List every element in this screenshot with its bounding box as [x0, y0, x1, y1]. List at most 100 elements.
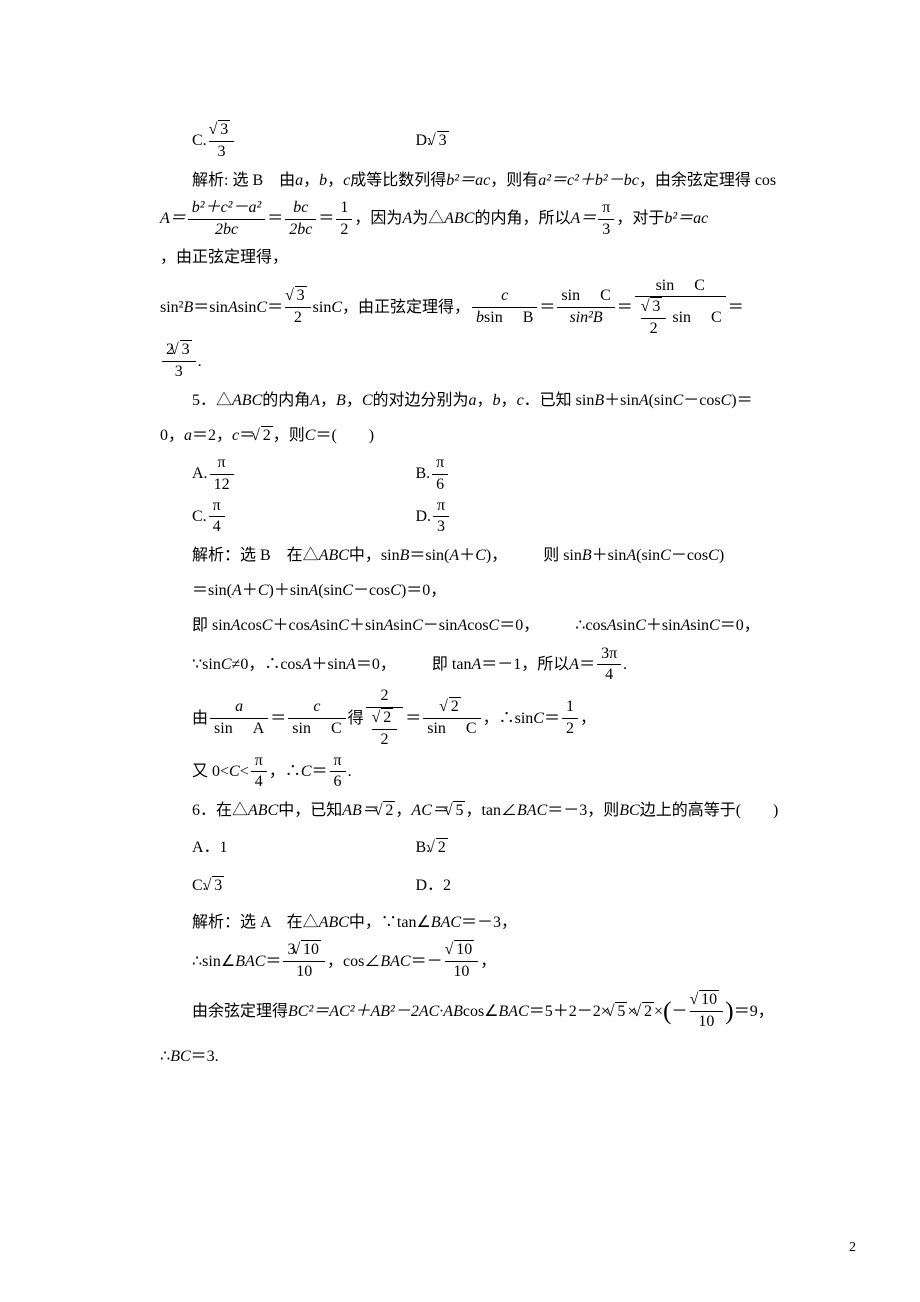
text: 解析: 选 B 由 [192, 163, 295, 198]
var-C: C [221, 647, 232, 682]
text: ＝5＋2－2× [529, 994, 610, 1029]
var-A: A [402, 201, 412, 236]
opt-label: D. [415, 501, 431, 533]
denominator: 2bc [188, 220, 266, 241]
text: ＋sin [349, 608, 384, 643]
var-C: C [331, 290, 342, 325]
var-B: B [400, 538, 410, 573]
eq: A＝ [160, 201, 186, 236]
text: sin² [160, 290, 183, 325]
fraction: 23 3 [162, 340, 196, 383]
text: sin [238, 290, 257, 325]
var-a: a [295, 163, 303, 198]
var-ABC: ABC [444, 201, 474, 236]
opt-label: A．1 [192, 832, 228, 864]
var-BAC: BAC [380, 944, 410, 979]
radicand: 3 [180, 340, 192, 359]
var-C: C [262, 608, 273, 643]
text: ＝ [539, 290, 555, 325]
var-BAC: BAC [431, 905, 461, 940]
text: ＝－3，则 [547, 793, 619, 828]
eq: b²＝ac [664, 201, 708, 236]
radicand: 3 [218, 120, 230, 139]
q6-sol-l1: 解析：选 A 在△ ABC 中，∵tan∠ BAC ＝－3， [160, 905, 517, 940]
numerator: bc [285, 198, 316, 220]
sqrt: 5 [610, 994, 628, 1029]
text: ， [346, 383, 362, 418]
text: cos∠ [463, 994, 499, 1029]
var-c: c [517, 383, 524, 418]
numerator: π [210, 453, 234, 475]
text: ＝0， [720, 608, 760, 643]
eq: a²＝c²＋b²－bc [538, 163, 639, 198]
var-BC: BC [170, 1039, 190, 1074]
text: ， [327, 163, 343, 198]
text: ，由正弦定理得， [160, 240, 288, 275]
text: ，cos∠ [327, 944, 380, 979]
fraction: 1 2 [336, 198, 352, 241]
fraction: a sin A [210, 697, 268, 740]
var-C: C [229, 754, 240, 789]
var-C: C [390, 573, 401, 608]
fraction: sin C 3 2 sin C [635, 276, 726, 340]
text: < [240, 754, 249, 789]
q6-option-a: A．1 [192, 832, 415, 864]
var-BAC: BAC [499, 994, 529, 1029]
var-C: C [721, 383, 732, 418]
text: ＝ [544, 701, 560, 736]
text: ＝ [267, 201, 283, 236]
q5-stem-line1: 5．△ ABC 的内角 A ， B ， C 的对边分别为 a ， b ， c ．… [160, 383, 753, 418]
text: 边上的高等于( ) [640, 793, 779, 828]
text: sin [320, 608, 339, 643]
text: 为△ [412, 201, 444, 236]
text: ＝sin( [409, 538, 449, 573]
text: cos [240, 608, 261, 643]
text: ＋ [459, 538, 475, 573]
radicand: 2 [381, 708, 393, 727]
text: 5．△ [192, 383, 232, 418]
var-C: C [708, 538, 719, 573]
fraction: π 3 [433, 496, 449, 539]
q5-stem-line2: 0， a ＝2， c ＝ 2 ，则 C ＝( ) [160, 418, 374, 453]
text: －cos [671, 538, 708, 573]
fraction: 310 10 [283, 940, 325, 983]
text: ≠0，∴cos [232, 647, 302, 682]
paren-close: ) [725, 983, 734, 1039]
text: ，由余弦定理得 cos [639, 163, 776, 198]
q4-solution-line1: 解析: 选 B 由 a ， b ， c 成等比数列得 b²＝ac ，则有 a²＝… [160, 163, 776, 198]
denominator: 10 [283, 962, 325, 983]
text: ＝ [318, 201, 334, 236]
denominator: 2 [285, 308, 311, 329]
text: ＝－3， [461, 905, 517, 940]
var-C: C [338, 608, 349, 643]
q4-options-row2: C. 3 3 D. 3 [160, 120, 780, 163]
fraction: b²＋c²－a² 2bc [188, 198, 266, 241]
var-A: A [302, 647, 312, 682]
var-C: C [305, 418, 316, 453]
var-A: A [471, 647, 481, 682]
fraction: c sin C [288, 697, 345, 740]
q5-sol-l6: ∵sin C ≠0，∴cos A ＋sin A ＝0， [160, 647, 396, 682]
text: (sin [318, 573, 342, 608]
sqrt: 2 [378, 793, 396, 828]
text: ＝0， [499, 608, 539, 643]
text: ＝－ [411, 944, 443, 979]
numerator: 3π [597, 644, 621, 666]
opt-label: C. [192, 125, 207, 157]
denominator: 12 [210, 475, 234, 496]
denominator: 3 [433, 517, 449, 538]
text: )＝ [731, 383, 752, 418]
var-B: B [183, 290, 193, 325]
var-C: C [362, 383, 373, 418]
sqrt: 2 [430, 832, 448, 864]
fraction: bc 2bc [285, 198, 316, 241]
fraction: π 6 [330, 751, 346, 794]
q5-sol-l3: ＝sin( A ＋ C )＋sin A (sin C －cos C )＝0， [160, 573, 446, 608]
q5-sol-l1: 解析：选 B 在△ ABC 中，sin B ＝sin( A ＋ C )， [160, 538, 507, 573]
radicand: 3 [437, 131, 449, 150]
text: 即 sin [192, 608, 231, 643]
radicand: 5 [453, 801, 465, 820]
fraction: 1 2 [562, 697, 578, 740]
denominator: 2 [562, 719, 578, 740]
var-C: C [258, 573, 269, 608]
